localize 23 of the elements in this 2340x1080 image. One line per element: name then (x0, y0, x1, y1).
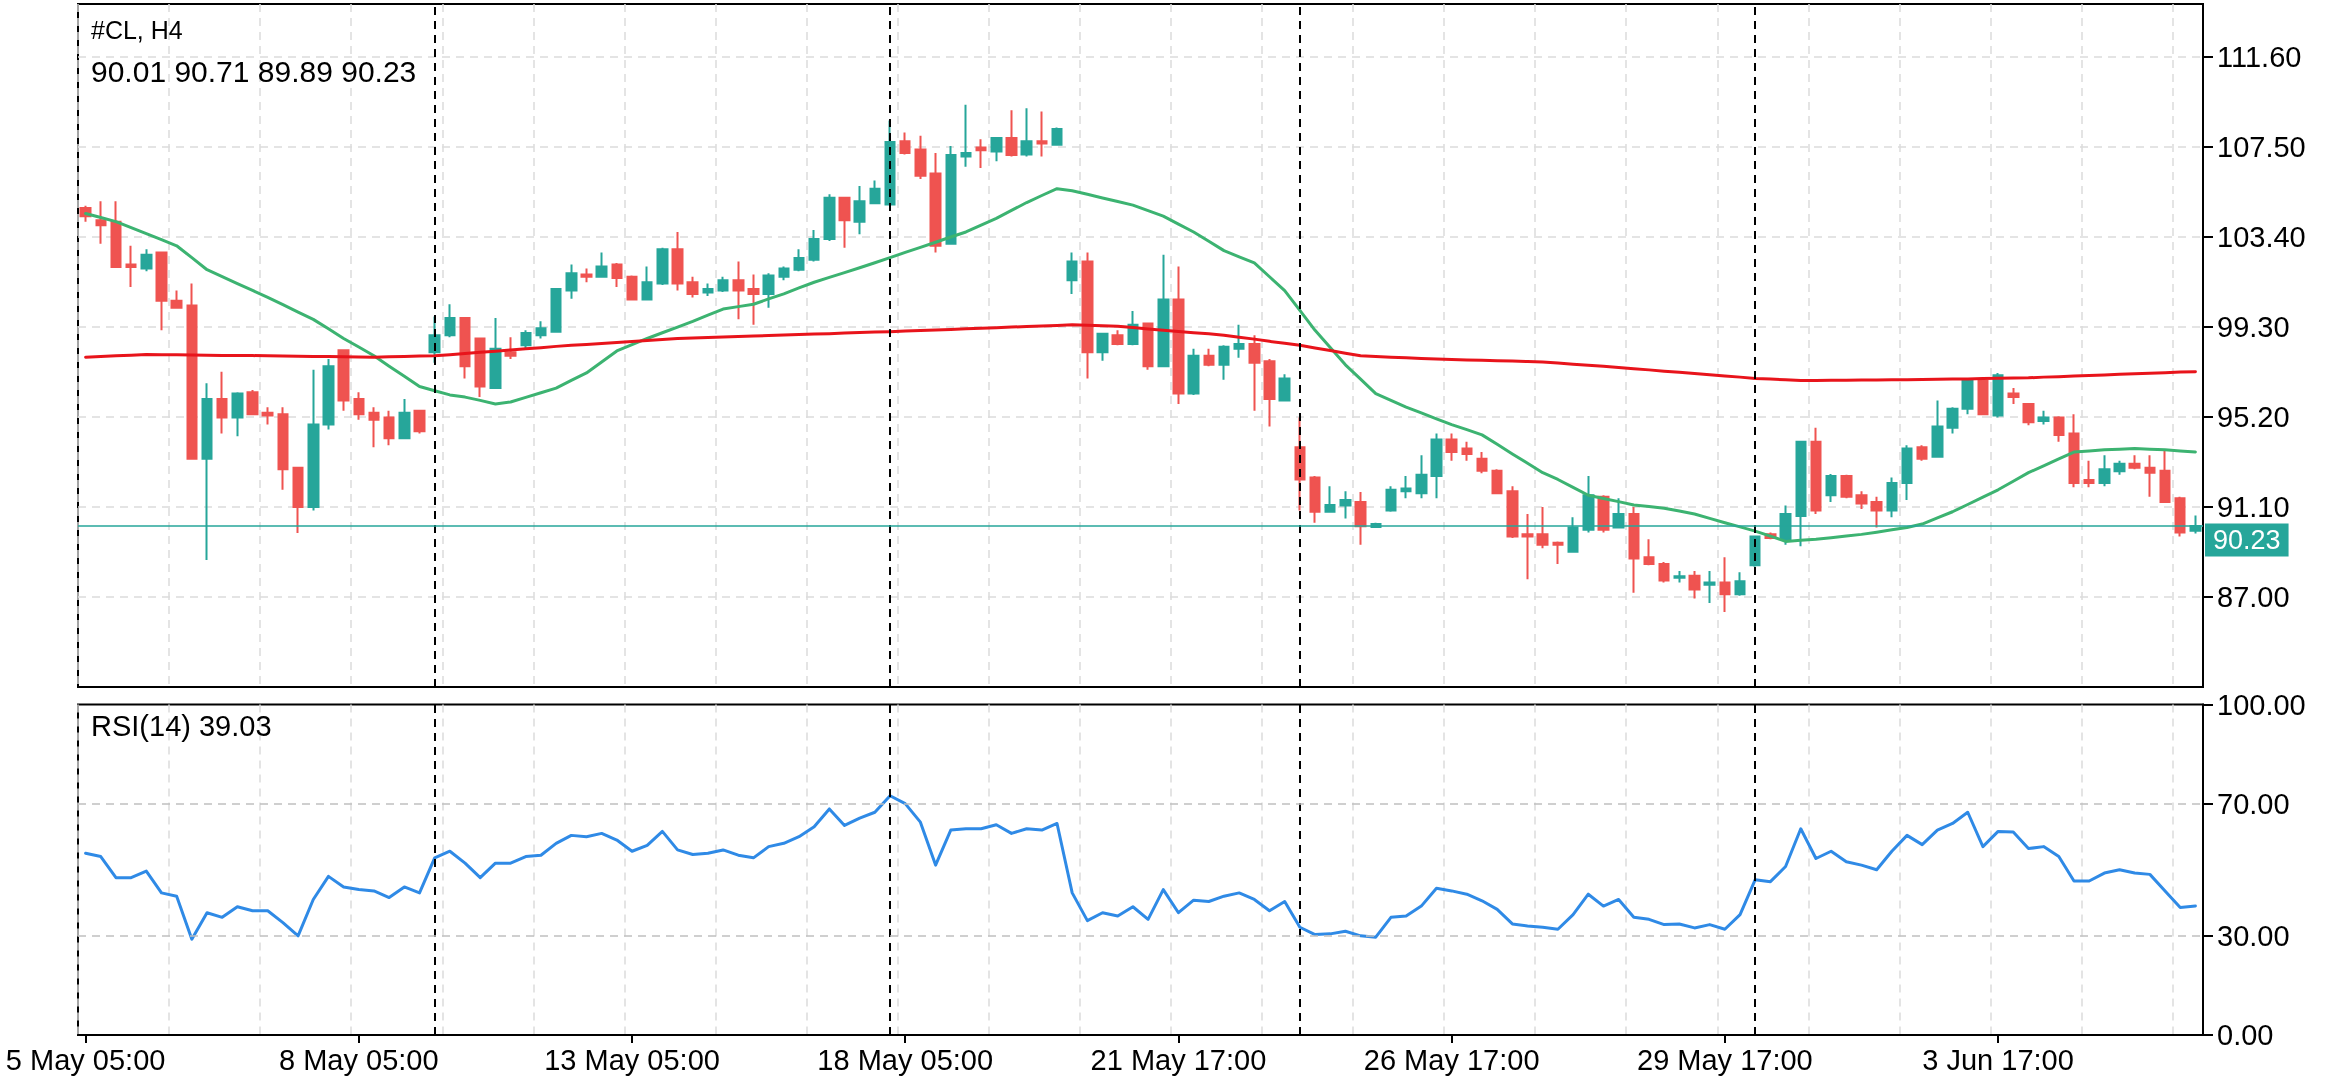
x-tick-label: 18 May 05:00 (817, 1043, 994, 1076)
x-tick-label: 13 May 05:00 (544, 1043, 720, 1076)
y-tick-label: 111.60 (2217, 40, 2302, 73)
x-tick-label: 26 May 17:00 (1363, 1043, 1540, 1076)
y-tick-label: 99.30 (2217, 310, 2290, 343)
x-tick-label: 21 May 17:00 (1090, 1043, 1267, 1076)
y-tick-label: 30.00 (2217, 919, 2290, 952)
x-tick-label: 5 May 05:00 (5, 1043, 166, 1076)
y-tick-label: 91.10 (2217, 490, 2290, 523)
y-tick-label: 95.20 (2217, 400, 2290, 433)
y-tick-label: 0.00 (2217, 1019, 2274, 1051)
y-tick-label: 103.40 (2217, 220, 2306, 253)
chart-title: RSI(14) 39.03 (91, 709, 272, 742)
text: #CL, H4 (91, 15, 183, 44)
y-tick-label: 107.50 (2217, 130, 2306, 163)
y-tick-label: 100.00 (2217, 688, 2306, 721)
y-tick-label: 87.00 (2217, 580, 2290, 613)
text: 90.01 90.71 89.89 90.23 (91, 54, 417, 88)
x-tick-label: 3 Jun 17:00 (1922, 1043, 2074, 1076)
y-tick-label: 70.00 (2217, 787, 2290, 820)
x-tick-label: 8 May 05:00 (279, 1043, 439, 1076)
x-tick-label: 29 May 17:00 (1637, 1043, 1813, 1076)
ref-line-label: 90.23 (2213, 525, 2281, 556)
